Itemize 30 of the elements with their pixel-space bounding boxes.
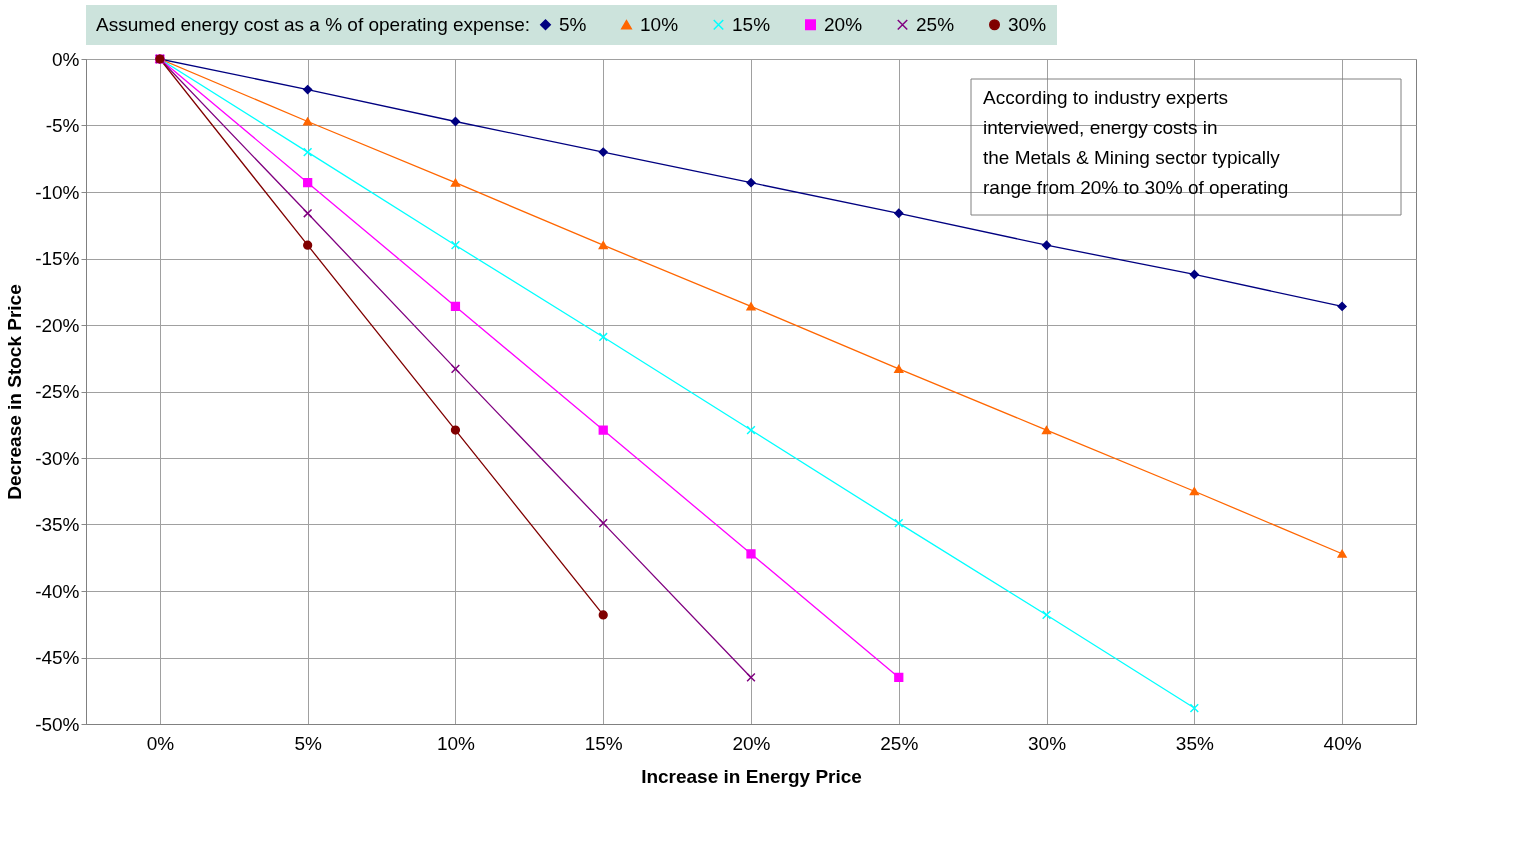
x-tick-label: 25% <box>880 732 919 754</box>
legend-label: 20% <box>824 13 863 35</box>
y-tick-label: -35% <box>35 514 80 535</box>
y-tick-label: -15% <box>35 248 80 269</box>
x-tick-label: 15% <box>584 732 623 754</box>
annotation: According to industry experts interviewed, energy costs in the Metals & Mining sector typically range from 20% to 30% of operating <box>983 87 1289 198</box>
legend-label: 5% <box>559 13 587 35</box>
y-tick-label: 0% <box>52 48 80 70</box>
y-tick-label: -30% <box>35 447 80 469</box>
y-tick-label: -20% <box>35 314 80 336</box>
x-tick-label: 5% <box>294 732 322 754</box>
y-tick-label: -5% <box>45 115 80 136</box>
x-tick-label: 40% <box>1323 732 1362 754</box>
legend-label: 10% <box>640 13 679 35</box>
y-tick-label: -45% <box>35 647 80 668</box>
x-tick-label: 20% <box>732 732 771 754</box>
x-tick-label: 30% <box>1028 732 1067 754</box>
x-axis-title: Increase in Energy Price <box>641 765 862 787</box>
x-tick-label: 35% <box>1175 732 1214 754</box>
legend-title: Assumed energy cost as a % of operating expense: <box>96 14 531 35</box>
x-tick-label: 0% <box>146 732 175 754</box>
y-tick-label: -10% <box>35 181 80 203</box>
legend-label: 25% <box>916 13 955 35</box>
y-tick-label: -40% <box>35 580 80 602</box>
legend-label: 15% <box>732 13 771 35</box>
y-axis-title: Decrease in Stock Price <box>4 284 26 500</box>
y-tick-label: -25% <box>35 381 80 402</box>
x-tick-label: 10% <box>436 732 476 754</box>
legend-label: 30% <box>1008 13 1047 35</box>
y-tick-label: -50% <box>35 713 80 735</box>
